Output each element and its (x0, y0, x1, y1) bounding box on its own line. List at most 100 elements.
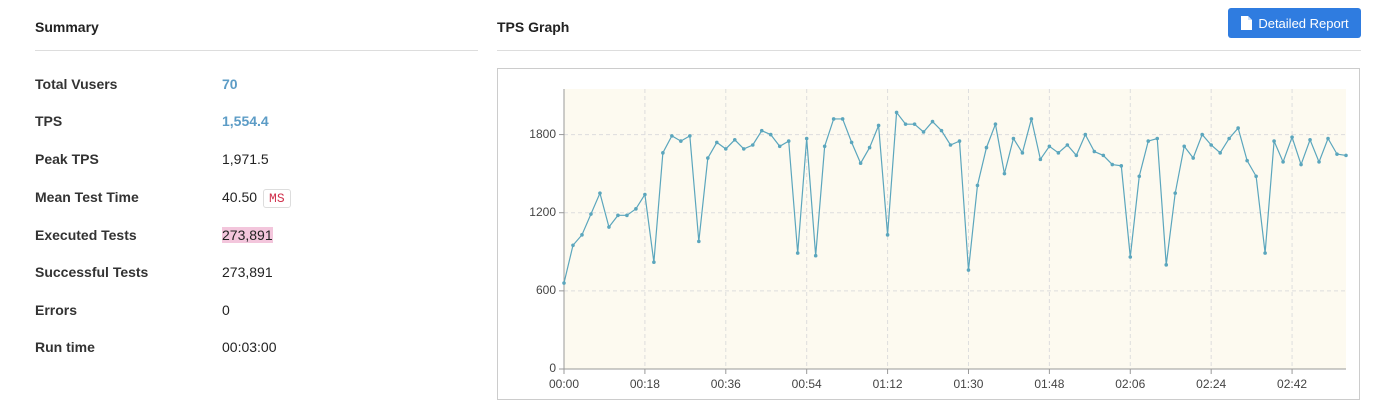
tps-point (1317, 160, 1321, 164)
row-label: Executed Tests (35, 227, 137, 243)
tps-point (1344, 153, 1348, 158)
tps-point (679, 139, 683, 143)
value-text: 70 (222, 76, 238, 92)
summary-title: Summary (35, 19, 99, 35)
tps-point (1110, 162, 1115, 167)
tps-point (723, 147, 728, 151)
tps-point (688, 134, 692, 138)
tps-line (563, 110, 1347, 284)
tps-point (1209, 143, 1213, 147)
tps-point (1326, 136, 1330, 141)
tps-point (939, 128, 944, 133)
row-label: Total Vusers (35, 76, 118, 92)
value-text: 0 (222, 302, 230, 318)
tps-point (1056, 151, 1061, 155)
tps-point (768, 132, 773, 137)
divider (35, 50, 478, 51)
tps-point (804, 136, 809, 141)
tps-point (948, 143, 953, 147)
tps-point (1227, 136, 1231, 141)
tps-point (840, 117, 845, 121)
tps-point (1020, 151, 1025, 155)
tps-point (580, 233, 584, 237)
tps-point (813, 253, 818, 258)
graph-title: TPS Graph (497, 19, 570, 35)
tps-point (786, 139, 791, 143)
x-tick-label: 01:48 (1034, 377, 1064, 391)
tps-point (697, 239, 701, 244)
divider (497, 50, 1361, 51)
tps-point (706, 156, 710, 160)
value-text: 273,891 (222, 264, 273, 280)
detailed-report-button[interactable]: Detailed Report (1228, 8, 1361, 38)
plot-area (564, 89, 1346, 369)
tps-point (822, 144, 827, 149)
value-text: 1,554.4 (222, 113, 269, 129)
tps-point (966, 268, 971, 272)
row-label: TPS (35, 113, 63, 129)
tps-point (625, 213, 629, 218)
unit-badge: MS (263, 189, 291, 208)
tps-point (1299, 162, 1303, 167)
tps-point (750, 143, 755, 147)
x-tick-label: 01:12 (873, 377, 903, 391)
tps-point (930, 119, 935, 124)
tps-point (984, 145, 989, 150)
button-label[interactable]: Detailed Report (1258, 15, 1349, 31)
row-label: Run time (35, 339, 95, 355)
tps-point (1074, 153, 1079, 158)
tps-point (598, 191, 602, 195)
tps-point (1254, 174, 1258, 179)
x-tick-label: 00:18 (630, 377, 660, 391)
tps-point (715, 140, 719, 145)
tps-point (912, 122, 917, 126)
row-value: 0 (222, 302, 230, 318)
tps-point (1065, 143, 1070, 147)
tps-point (957, 139, 962, 143)
tps-point (1191, 156, 1195, 160)
row-label: Successful Tests (35, 264, 149, 280)
tps-point (795, 251, 800, 255)
row-value: 70 (222, 76, 238, 92)
tps-point (562, 281, 566, 285)
tps-point (607, 225, 611, 229)
x-tick-label: 02:42 (1277, 377, 1307, 391)
x-tick-label: 00:54 (792, 377, 822, 391)
tps-point (1083, 132, 1088, 137)
value-text: 273,891 (222, 227, 273, 243)
tps-point (1128, 255, 1133, 259)
row-value: 273,891 (222, 227, 273, 243)
tps-point (885, 233, 890, 237)
tps-point (732, 137, 737, 142)
value-text: 1,971.5 (222, 151, 269, 167)
tps-point (759, 128, 764, 133)
tps-point (1281, 160, 1285, 164)
y-tick-label: 600 (536, 283, 556, 297)
y-tick-label: 1200 (529, 205, 556, 219)
tps-point (670, 134, 674, 138)
x-tick-label: 01:30 (953, 377, 983, 391)
tps-point (634, 207, 638, 211)
tps-point (1155, 136, 1160, 141)
tps-point (1101, 153, 1106, 158)
tps-point (741, 147, 746, 151)
tps-point (1146, 139, 1151, 143)
row-label: Errors (35, 302, 78, 318)
y-tick-label: 0 (549, 361, 556, 375)
tps-point (571, 243, 575, 248)
row-value: 00:03:00 (222, 339, 277, 355)
tps-point (1272, 139, 1276, 143)
tps-point (867, 145, 872, 150)
x-tick-label: 02:24 (1196, 377, 1226, 391)
tps-point (1218, 151, 1222, 155)
tps-chart: 0 600 1200 1800 00:00 00:18 00:36 00:54 01:12 01:… (497, 68, 1360, 400)
tps-point (1164, 263, 1169, 267)
x-tick-label: 00:36 (711, 377, 741, 391)
value-text: 00:03:00 (222, 339, 277, 355)
row-value: 1,554.4 (222, 113, 269, 129)
tps-point (616, 213, 620, 218)
tps-point (1245, 158, 1249, 163)
tps-point (1263, 251, 1267, 255)
tps-point (1038, 157, 1043, 162)
